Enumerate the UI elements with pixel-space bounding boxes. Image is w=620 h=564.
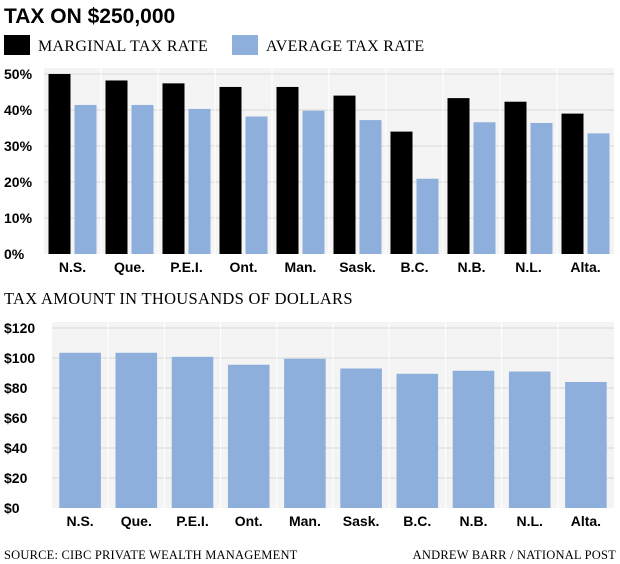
bar-n-l-marginal <box>504 101 527 254</box>
bar-p-e-i-average <box>188 108 211 254</box>
y-tick-label: $80 <box>4 380 28 396</box>
y-tick-label: $0 <box>4 500 20 516</box>
category-label-p-e-i: P.E.I. <box>170 259 202 275</box>
y-tick-label: 10% <box>4 210 33 226</box>
source-note: SOURCE: CIBC PRIVATE WEALTH MANAGEMENT <box>4 548 298 562</box>
category-label-sask: Sask. <box>343 513 380 529</box>
category-label-p-e-i: P.E.I. <box>176 513 208 529</box>
legend: MARGINAL TAX RATE AVERAGE TAX RATE <box>4 35 425 55</box>
category-label-alta: Alta. <box>570 259 600 275</box>
chart-title: TAX ON $250,000 <box>4 5 175 28</box>
category-label-sask: Sask. <box>339 259 376 275</box>
bar-que-average <box>131 104 154 255</box>
y-tick-label: $100 <box>4 350 35 366</box>
bar-sask-average <box>359 120 382 254</box>
bar-p-e-i-marginal <box>162 83 185 254</box>
tax-amount-chart-title: TAX AMOUNT IN THOUSANDS OF DOLLARS <box>4 289 353 308</box>
credit-note: ANDREW BARR / NATIONAL POST <box>413 548 616 562</box>
category-label-man: Man. <box>289 513 321 529</box>
legend-label-average: AVERAGE TAX RATE <box>266 38 425 55</box>
bar-que <box>115 352 158 508</box>
tax-rate-chart: 0% 10% 20% 30% 40% 50% N.S. Que. P.E.I. Ont. Man.… <box>4 66 614 276</box>
y-tick-label: 30% <box>4 138 33 154</box>
bar-n-s-average <box>74 104 97 255</box>
bar-ont-marginal <box>219 86 242 255</box>
bar-man-average <box>302 110 325 254</box>
category-label-b-c: B.C. <box>403 513 431 529</box>
bar-n-l <box>508 371 551 508</box>
category-label-n-b: N.B. <box>460 513 488 529</box>
bar-sask <box>340 368 382 508</box>
y-tick-label: 40% <box>4 102 33 118</box>
legend-swatch-marginal <box>4 35 30 55</box>
bar-p-e-i <box>171 356 214 508</box>
category-label-n-b: N.B. <box>458 259 486 275</box>
legend-swatch-average <box>232 35 258 55</box>
y-tick-label: $60 <box>4 410 28 426</box>
bar-man-marginal <box>276 86 299 255</box>
y-tick-label: 20% <box>4 174 33 190</box>
bar-b-c-marginal <box>390 131 413 254</box>
y-tick-label: 50% <box>4 66 33 82</box>
bar-n-s <box>59 352 101 508</box>
bar-que-marginal <box>105 80 128 254</box>
category-label-que: Que. <box>121 513 152 529</box>
bar-ont <box>227 364 270 508</box>
bar-n-l-average <box>530 122 553 255</box>
category-label-ont: Ont. <box>230 259 258 275</box>
bar-n-s-marginal <box>48 74 71 254</box>
category-label-n-l: N.L. <box>515 259 541 275</box>
category-label-alta: Alta. <box>571 513 601 529</box>
tax-amount-chart: $0 $20 $40 $60 $80 $100 $120 N.S. Que. P.E.I. Ont… <box>4 320 614 530</box>
category-label-n-s: N.S. <box>59 259 86 275</box>
bar-alta-marginal <box>561 113 584 254</box>
bar-b-c-average <box>416 178 439 254</box>
y-tick-label: 0% <box>4 246 25 262</box>
category-label-ont: Ont. <box>235 513 263 529</box>
bar-alta-average <box>587 133 610 254</box>
bar-man <box>284 358 326 508</box>
bar-n-b <box>452 370 495 508</box>
category-label-b-c: B.C. <box>401 259 429 275</box>
y-tick-label: $120 <box>4 320 35 336</box>
legend-label-marginal: MARGINAL TAX RATE <box>38 38 208 55</box>
bar-ont-average <box>245 116 268 254</box>
bar-alta <box>565 382 607 508</box>
bar-b-c <box>396 373 439 508</box>
y-tick-label: $40 <box>4 440 28 456</box>
y-tick-label: $20 <box>4 470 28 486</box>
bar-sask-marginal <box>333 95 356 254</box>
category-label-man: Man. <box>285 259 317 275</box>
category-label-n-s: N.S. <box>66 513 93 529</box>
category-label-n-l: N.L. <box>516 513 542 529</box>
bar-n-b-average <box>473 122 496 255</box>
category-label-que: Que. <box>114 259 145 275</box>
bar-n-b-marginal <box>447 98 470 255</box>
